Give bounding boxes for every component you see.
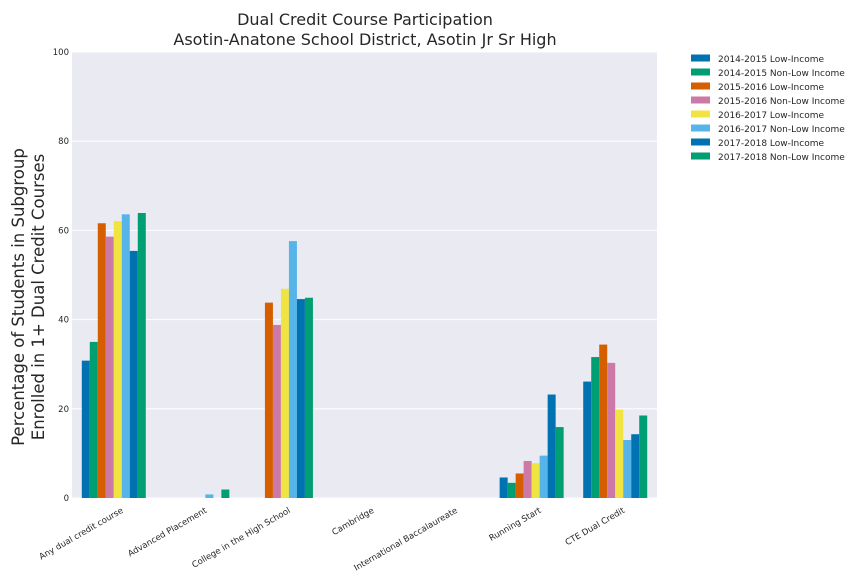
bar — [523, 460, 532, 498]
bar — [288, 241, 297, 498]
bar — [555, 427, 564, 498]
x-tick-label: Advanced Placement — [126, 506, 209, 560]
y-tick-label: 40 — [58, 316, 69, 326]
legend-label: 2015-2016 Low-Income — [718, 83, 824, 93]
bar — [221, 489, 230, 498]
legend-swatch — [691, 110, 710, 118]
bar — [499, 477, 508, 498]
bar — [137, 213, 146, 499]
bar — [205, 494, 214, 498]
legend-swatch — [691, 96, 710, 104]
bar — [531, 463, 540, 498]
x-tick-label: Running Start — [488, 506, 544, 544]
bar — [264, 302, 273, 498]
y-tick-labels: 0 20 40 60 80 100 — [53, 48, 69, 504]
bar — [615, 409, 624, 498]
bar — [639, 415, 648, 498]
bar — [539, 455, 548, 498]
legend-label: 2014-2015 Non-Low Income — [718, 69, 845, 79]
plot-area — [72, 52, 657, 498]
bars — [81, 213, 648, 499]
bar — [97, 223, 106, 498]
x-tick-label: CTE Dual Credit — [564, 506, 628, 548]
y-axis-label-line-1: Percentage of Students in Subgroup — [9, 148, 28, 446]
bar — [304, 297, 313, 498]
legend-label: 2017-2018 Non-Low Income — [718, 153, 845, 163]
legend-label: 2016-2017 Low-Income — [718, 111, 824, 121]
bar — [583, 381, 592, 498]
bar — [507, 482, 516, 498]
legend-swatch — [691, 68, 710, 76]
bar — [89, 341, 98, 498]
bar — [121, 214, 130, 498]
bar — [591, 357, 600, 498]
bar — [81, 360, 90, 498]
bar — [105, 236, 114, 499]
legend-label: 2014-2015 Low-Income — [718, 55, 824, 65]
bar — [547, 394, 556, 498]
legend-swatch — [691, 54, 710, 62]
y-axis-label-line-2: Enrolled in 1+ Dual Credit Courses — [29, 154, 48, 440]
chart-title-line-2: Asotin-Anatone School District, Asotin J… — [173, 30, 556, 49]
bar — [607, 362, 616, 498]
legend-label: 2015-2016 Non-Low Income — [718, 97, 845, 107]
legend-label: 2016-2017 Non-Low Income — [718, 125, 845, 135]
bar — [631, 434, 640, 498]
bar — [515, 473, 524, 498]
bar — [623, 440, 632, 498]
bar — [129, 250, 138, 498]
legend-label: 2017-2018 Low-Income — [718, 139, 824, 149]
chart-title-line-1: Dual Credit Course Participation — [237, 10, 493, 29]
y-tick-label: 100 — [53, 48, 69, 58]
bar — [113, 221, 122, 498]
x-tick-labels: Any dual credit course Advanced Placement… — [38, 506, 628, 574]
legend: 2014-2015 Low-Income 2014-2015 Non-Low In… — [691, 54, 845, 163]
bar — [599, 344, 608, 498]
legend-swatch — [691, 138, 710, 146]
y-tick-label: 0 — [64, 494, 69, 504]
bar — [280, 288, 289, 498]
bar — [296, 299, 305, 498]
x-tick-label: Cambridge — [331, 506, 376, 538]
y-tick-label: 20 — [58, 405, 69, 415]
legend-swatch — [691, 82, 710, 90]
x-tick-label: Any dual credit course — [38, 506, 126, 562]
legend-swatch — [691, 152, 710, 160]
bar — [272, 324, 281, 498]
legend-swatch — [691, 124, 710, 132]
y-tick-label: 80 — [58, 137, 69, 147]
y-tick-label: 60 — [58, 226, 69, 236]
